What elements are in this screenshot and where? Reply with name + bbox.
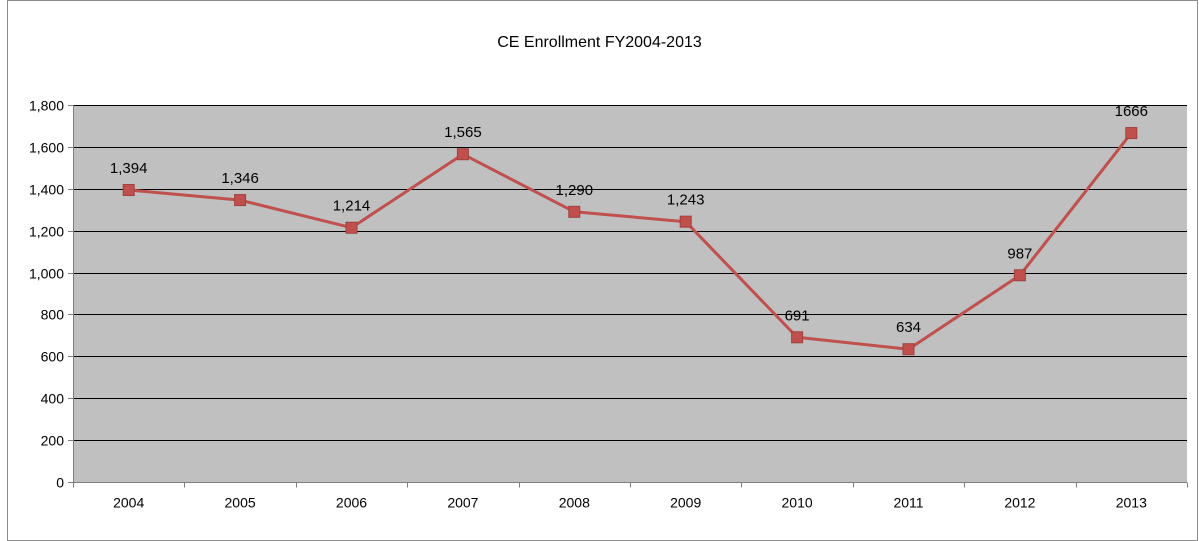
data-point-marker — [345, 221, 358, 234]
data-point-marker — [1125, 127, 1138, 140]
y-tick-label: 1,000 — [29, 266, 64, 282]
y-tick-label: 800 — [41, 307, 65, 323]
x-tick-label: 2011 — [893, 495, 923, 511]
x-tick-label: 2010 — [782, 495, 813, 511]
data-label: 1666 — [1115, 103, 1148, 120]
data-label: 1,214 — [333, 198, 371, 215]
y-tick-label: 1,600 — [29, 140, 64, 156]
x-tick-label: 2006 — [336, 495, 367, 511]
x-tick-label: 2009 — [670, 495, 701, 511]
data-point-marker — [902, 343, 915, 356]
data-point-marker — [122, 184, 135, 197]
data-point-marker — [456, 148, 469, 161]
x-tick-label: 2005 — [225, 495, 256, 511]
data-label: 691 — [785, 307, 810, 324]
series — [122, 127, 1138, 356]
data-point-marker — [791, 331, 804, 344]
data-point-marker — [1013, 269, 1026, 282]
y-tick-label: 600 — [41, 349, 65, 365]
x-tick-label: 2013 — [1116, 495, 1147, 511]
y-tick-label: 1,400 — [29, 182, 64, 198]
data-labels: 1,394 1,346 1,214 1,565 1,290 1,243 691 634 987 1… — [110, 103, 1148, 336]
gridlines — [73, 105, 1187, 441]
data-label: 1,565 — [444, 124, 482, 141]
y-tick-label: 0 — [56, 475, 64, 491]
x-tick-label: 2008 — [559, 495, 590, 511]
axes: 0 200 400 600 800 1,000 1,200 1,400 1,600 1,800 20… — [29, 98, 1188, 511]
y-tick-label: 1,200 — [29, 224, 64, 240]
data-point-marker — [234, 194, 247, 207]
data-label: 1,290 — [556, 182, 594, 199]
data-label: 634 — [896, 319, 921, 336]
x-tick-label: 2012 — [1004, 495, 1035, 511]
data-label: 1,346 — [221, 170, 259, 187]
y-tick-label: 400 — [41, 391, 65, 407]
plot-area — [73, 105, 1187, 482]
y-tick-label: 1,800 — [29, 98, 64, 114]
x-tick-label: 2004 — [113, 495, 144, 511]
y-tick-label: 200 — [41, 433, 65, 449]
data-point-marker — [679, 215, 692, 228]
series-line — [128, 132, 1133, 351]
data-label: 1,243 — [667, 192, 705, 209]
data-point-marker — [568, 205, 581, 218]
data-label: 1,394 — [110, 160, 148, 177]
data-label: 987 — [1007, 245, 1032, 262]
chart-title: CE Enrollment FY2004-2013 — [497, 34, 702, 51]
x-tick-label: 2007 — [447, 495, 478, 511]
